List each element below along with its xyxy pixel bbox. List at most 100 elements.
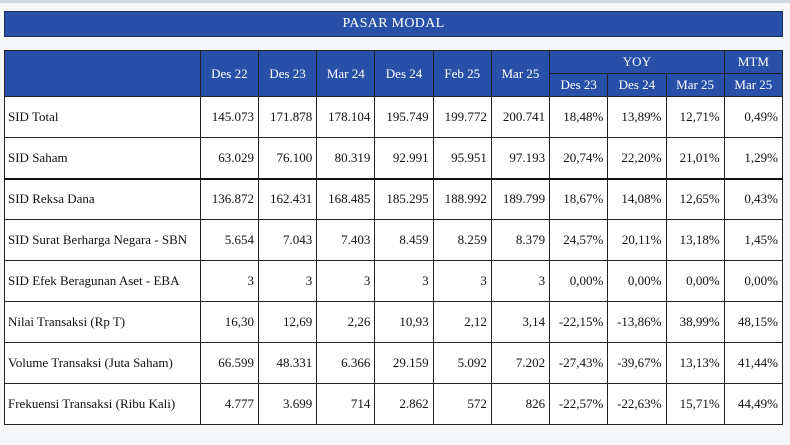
value-cell: 92.991 <box>374 137 434 179</box>
header-yoy: YOY <box>549 50 725 74</box>
value-cell: 8.459 <box>374 219 434 261</box>
value-cell: 10,93 <box>374 301 434 343</box>
mtm-cell: 0,49% <box>723 96 784 138</box>
row-label: Frekuensi Transaksi (Ribu Kali) <box>4 383 201 425</box>
yoy-cell: 12,65% <box>665 177 725 220</box>
header-period: Mar 25 <box>490 50 551 97</box>
header-yoy-period: Mar 25 <box>665 73 725 97</box>
header-yoy-period: Des 24 <box>607 73 667 97</box>
header-period: Des 23 <box>257 50 318 97</box>
header-mtm: MTM <box>723 50 784 74</box>
value-cell: 6.366 <box>316 342 376 384</box>
value-cell: 572 <box>432 383 492 425</box>
header-mtm-period: Mar 25 <box>723 73 784 97</box>
table-header: Des 22 Des 23 Mar 24 Des 24 Feb 25 Mar 2… <box>4 50 784 97</box>
yoy-cell: 0,00% <box>665 260 725 302</box>
table-row: SID Total 145.073 171.878 178.104 195.749 199… <box>4 96 784 138</box>
mtm-cell: 0,00% <box>723 260 784 302</box>
yoy-cell: 20,11% <box>607 219 667 261</box>
value-cell: 8.379 <box>490 219 551 261</box>
yoy-cell: 20,74% <box>549 137 609 179</box>
value-cell: 3 <box>199 260 259 302</box>
value-cell: 3.699 <box>257 383 318 425</box>
capital-market-table: Des 22 Des 23 Mar 24 Des 24 Feb 25 Mar 2… <box>4 50 784 425</box>
value-cell: 200.741 <box>490 96 551 138</box>
value-cell: 29.159 <box>374 342 434 384</box>
value-cell: 185.295 <box>374 177 434 220</box>
table-row: Frekuensi Transaksi (Ribu Kali) 4.777 3.69… <box>4 383 784 425</box>
value-cell: 80.319 <box>316 137 376 179</box>
value-cell: 76.100 <box>257 137 318 179</box>
header-period: Feb 25 <box>432 50 492 97</box>
header-blank <box>4 50 201 97</box>
value-cell: 4.777 <box>199 383 259 425</box>
value-cell: 195.749 <box>374 96 434 138</box>
table-row: SID Reksa Dana 136.872 162.431 168.485 185.2… <box>4 177 784 220</box>
yoy-cell: 14,08% <box>607 177 667 220</box>
value-cell: 7.403 <box>316 219 376 261</box>
table-row: Volume Transaksi (Juta Saham) 66.599 48.33… <box>4 342 784 384</box>
value-cell: 3 <box>316 260 376 302</box>
value-cell: 171.878 <box>257 96 318 138</box>
value-cell: 136.872 <box>199 177 259 220</box>
mtm-cell: 1,29% <box>723 137 784 179</box>
row-label: SID Surat Berharga Negara - SBN <box>4 219 201 261</box>
value-cell: 3 <box>257 260 318 302</box>
row-label: Nilai Transaksi (Rp T) <box>4 301 201 343</box>
row-label: SID Total <box>4 96 201 138</box>
yoy-cell: 0,00% <box>607 260 667 302</box>
yoy-cell: 13,13% <box>665 342 725 384</box>
value-cell: 3 <box>490 260 551 302</box>
value-cell: 162.431 <box>257 177 318 220</box>
row-label: SID Reksa Dana <box>4 177 201 220</box>
table-row: SID Saham 63.029 76.100 80.319 92.991 95.951 9… <box>4 137 784 179</box>
yoy-cell: -22,63% <box>607 383 667 425</box>
header-yoy-period: Des 23 <box>549 73 609 97</box>
value-cell: 48.331 <box>257 342 318 384</box>
table-row: SID Efek Beragunan Aset - EBA 3 3 3 3 3 3 0,00%… <box>4 260 784 302</box>
value-cell: 2,12 <box>432 301 492 343</box>
value-cell: 714 <box>316 383 376 425</box>
mtm-cell: 1,45% <box>723 219 784 261</box>
value-cell: 199.772 <box>432 96 492 138</box>
table-row: Nilai Transaksi (Rp T) 16,30 12,69 2,26 10,9… <box>4 301 784 343</box>
value-cell: 2,26 <box>316 301 376 343</box>
top-divider <box>0 0 790 3</box>
value-cell: 145.073 <box>199 96 259 138</box>
mtm-cell: 48,15% <box>723 301 784 343</box>
value-cell: 12,69 <box>257 301 318 343</box>
value-cell: 826 <box>490 383 551 425</box>
value-cell: 178.104 <box>316 96 376 138</box>
value-cell: 63.029 <box>199 137 259 179</box>
table-title: PASAR MODAL <box>4 11 783 37</box>
yoy-cell: 38,99% <box>665 301 725 343</box>
value-cell: 97.193 <box>490 137 551 179</box>
yoy-cell: 18,67% <box>549 177 609 220</box>
row-label: Volume Transaksi (Juta Saham) <box>4 342 201 384</box>
yoy-cell: -39,67% <box>607 342 667 384</box>
yoy-cell: -22,15% <box>549 301 609 343</box>
value-cell: 16,30 <box>199 301 259 343</box>
yoy-cell: 24,57% <box>549 219 609 261</box>
mtm-cell: 0,43% <box>723 177 784 220</box>
row-label: SID Saham <box>4 137 201 179</box>
yoy-cell: 13,18% <box>665 219 725 261</box>
row-label: SID Efek Beragunan Aset - EBA <box>4 260 201 302</box>
value-cell: 8.259 <box>432 219 492 261</box>
value-cell: 5.654 <box>199 219 259 261</box>
value-cell: 2.862 <box>374 383 434 425</box>
value-cell: 3,14 <box>490 301 551 343</box>
table-row: SID Surat Berharga Negara - SBN 5.654 7.04… <box>4 219 784 261</box>
yoy-cell: -27,43% <box>549 342 609 384</box>
yoy-cell: 0,00% <box>549 260 609 302</box>
yoy-cell: -22,57% <box>549 383 609 425</box>
yoy-cell: 12,71% <box>665 96 725 138</box>
value-cell: 66.599 <box>199 342 259 384</box>
value-cell: 3 <box>432 260 492 302</box>
value-cell: 189.799 <box>490 177 551 220</box>
header-period: Des 22 <box>199 50 259 97</box>
table-body: SID Total 145.073 171.878 178.104 195.749 199… <box>4 96 784 425</box>
yoy-cell: 13,89% <box>607 96 667 138</box>
mtm-cell: 41,44% <box>723 342 784 384</box>
value-cell: 7.043 <box>257 219 318 261</box>
